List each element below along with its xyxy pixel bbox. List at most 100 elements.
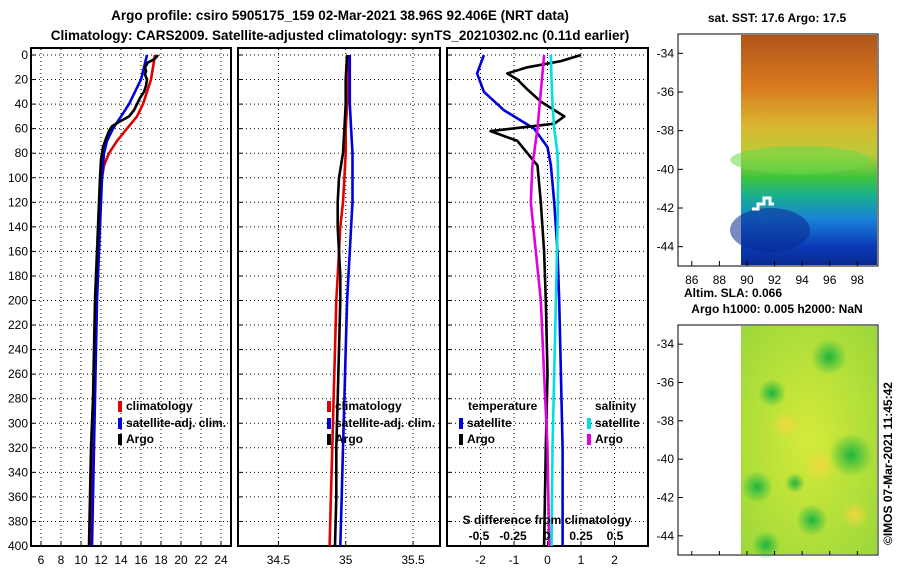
lon-tick-label: 88: [713, 273, 727, 287]
argo-track: [752, 196, 774, 211]
depth-tick-label: 240: [8, 343, 28, 357]
x-tick-label: 14: [114, 553, 128, 567]
sla-title: Altim. SLA: 0.066: [684, 286, 782, 300]
x-tick-label: 8: [58, 553, 65, 567]
inset-tick-label: 0.25: [569, 529, 593, 543]
depth-tick-label: 300: [8, 416, 28, 430]
series-line-temperature-argo: [489, 53, 582, 547]
legend-climatology: climatology: [126, 399, 193, 413]
x-tick-label: 16: [134, 553, 148, 567]
legend-swatch-argo: [327, 434, 331, 445]
depth-tick-label: 340: [8, 465, 28, 479]
series-line-salinity-argo: [529, 54, 551, 547]
legend-heading-salinity: salinity: [595, 399, 637, 413]
x-tick-label: -2: [475, 553, 486, 567]
lon-tick-label: 86: [685, 273, 699, 287]
inset-tick-label: -0.5: [469, 529, 490, 543]
lat-tick-label: -38: [657, 414, 675, 428]
title-line-1: Argo profile: csiro 5905175_159 02-Mar-2…: [111, 8, 569, 23]
lon-tick-label: 90: [740, 273, 754, 287]
x-tick-label: 24: [214, 553, 228, 567]
x-tick-label: 35.5: [401, 553, 425, 567]
depth-tick-label: 200: [8, 294, 28, 308]
profile-lines: [87, 53, 582, 547]
depth-tick-label: 120: [8, 195, 28, 209]
legend-swatch-temp-argo: [459, 434, 463, 445]
sla-high: [841, 501, 869, 529]
x-tick-labels: 6 8 10 12 14 16 18 20 22 24 34.5 35 35.5 -2 -1 0 1 2: [38, 553, 619, 567]
sla-axes: -34 -36 -38 -40 -42 -44: [657, 337, 858, 555]
sst-cold-eddy: [730, 208, 810, 252]
series-line-temperature-satellite: [475, 54, 564, 546]
temperature-grid: [31, 49, 231, 547]
legend-sal-satellite: satellite: [595, 416, 640, 430]
sla-eddy: [796, 504, 828, 536]
series-line-argo: [333, 54, 349, 547]
sla-eddy: [829, 433, 873, 477]
lat-tick-label: -36: [657, 85, 675, 99]
x-tick-label: 10: [74, 553, 88, 567]
series-line-salinity-satellite: [549, 54, 560, 547]
x-tick-label: -1: [509, 553, 520, 567]
depth-tick-label: 220: [8, 318, 28, 332]
legend-temp-argo: Argo: [467, 432, 495, 446]
inset-ticks: -0.5 -0.25 0 0.25 0.5: [469, 529, 624, 543]
legend-swatch-satellite: [327, 418, 331, 429]
lat-tick-label: -40: [657, 162, 675, 176]
x-tick-label: 2: [611, 553, 618, 567]
depth-tick-label: 160: [8, 244, 28, 258]
inset-tick-label: -0.25: [499, 529, 527, 543]
lon-tick-label: 96: [823, 273, 837, 287]
depth-tick-label: 20: [15, 73, 29, 87]
x-tick-label: 0: [544, 553, 551, 567]
legend-argo: Argo: [335, 432, 363, 446]
series-line-argo: [87, 54, 160, 547]
lat-tick-label: -38: [657, 124, 675, 138]
legend-swatch-argo: [118, 434, 122, 445]
lon-tick-label: 94: [795, 273, 809, 287]
legend-argo: Argo: [126, 432, 154, 446]
depth-tick-label: 40: [15, 97, 29, 111]
difference-legend: temperature satellite Argo salinity sate…: [459, 399, 640, 446]
legend-sal-argo: Argo: [595, 432, 623, 446]
lat-tick-label: -34: [657, 337, 675, 351]
legend-temp-satellite: satellite: [467, 416, 512, 430]
s-difference-label: S difference from climatology: [463, 513, 632, 527]
x-tick-label: 1: [578, 553, 585, 567]
sla-high: [804, 449, 836, 481]
x-tick-label: 20: [174, 553, 188, 567]
legend-swatch-satellite: [118, 418, 122, 429]
lat-tick-label: -42: [657, 201, 675, 215]
x-tick-label: 6: [38, 553, 45, 567]
legend-swatch-climatology: [118, 401, 122, 412]
legend-satellite: satellite-adj. clim.: [335, 416, 435, 430]
depth-tick-label: 260: [8, 367, 28, 381]
lat-tick-label: -44: [657, 529, 675, 543]
depth-tick-label: 80: [15, 146, 29, 160]
sla-eddy: [752, 531, 780, 559]
lat-tick-label: -34: [657, 46, 675, 60]
x-tick-label: 35: [339, 553, 353, 567]
depth-tick-label: 360: [8, 490, 28, 504]
sla-heatmap: [741, 326, 877, 559]
lat-tick-label: -36: [657, 376, 675, 390]
depth-tick-label: 320: [8, 441, 28, 455]
x-tick-label: 12: [94, 553, 108, 567]
sla-eddy: [758, 379, 786, 407]
legend-swatch-temp-satellite: [459, 418, 463, 429]
x-tick-label: 18: [154, 553, 168, 567]
legend-swatch-climatology: [327, 401, 331, 412]
title-line-2: Climatology: CARS2009. Satellite-adjuste…: [51, 28, 629, 43]
sla-high: [771, 411, 799, 439]
inset-tick-label: 0: [544, 529, 551, 543]
salinity-legend: climatology satellite-adj. clim. Argo: [327, 399, 435, 446]
legend-swatch-sal-argo: [587, 434, 591, 445]
depth-tick-label: 380: [8, 514, 28, 528]
depth-tick-label: 140: [8, 220, 28, 234]
legend-swatch-sal-satellite: [587, 418, 591, 429]
lat-tick-label: -42: [657, 491, 675, 505]
inset-tick-label: 0.5: [607, 529, 624, 543]
sla-eddy: [811, 339, 847, 375]
depth-tick-label: 0: [21, 48, 28, 62]
lat-tick-label: -44: [657, 240, 675, 254]
